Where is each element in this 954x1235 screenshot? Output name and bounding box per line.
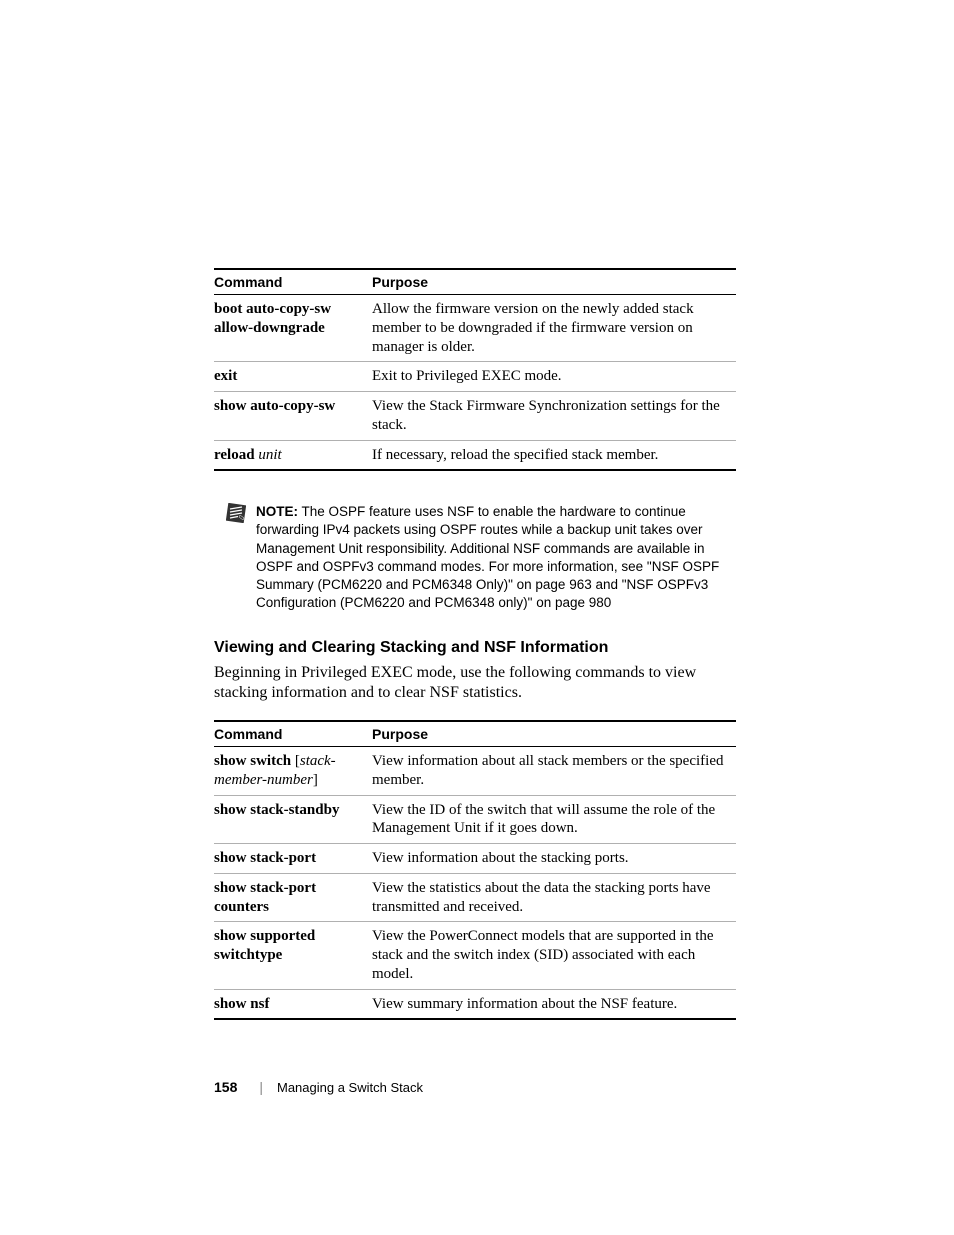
table-row: show nsf View summary information about …	[214, 989, 736, 1019]
table-row: show stack-standby View the ID of the sw…	[214, 795, 736, 844]
note-body: The OSPF feature uses NSF to enable the …	[256, 504, 719, 610]
command-arg: unit	[258, 447, 281, 463]
table1-header-purpose: Purpose	[372, 269, 736, 295]
command-text: show switch	[214, 753, 291, 769]
purpose-text: View information about the stacking port…	[372, 844, 736, 874]
table-row: show switch [stack-member-number] View i…	[214, 747, 736, 796]
commands-table-2: Command Purpose show switch [stack-membe…	[214, 720, 736, 1020]
table-row: show stack-port View information about t…	[214, 844, 736, 874]
purpose-text: If necessary, reload the specified stack…	[372, 440, 736, 470]
command-text: reload	[214, 447, 255, 463]
purpose-text: View the Stack Firmware Synchronization …	[372, 392, 736, 441]
commands-table-1: Command Purpose boot auto-copy-sw allow-…	[214, 268, 736, 471]
purpose-text: View information about all stack members…	[372, 747, 736, 796]
footer-divider: |	[259, 1079, 263, 1095]
table1-header-command: Command	[214, 269, 372, 295]
command-text: boot auto-copy-sw allow-downgrade	[214, 301, 331, 336]
note-block: NOTE: The OSPF feature uses NSF to enabl…	[226, 503, 736, 612]
command-bracket: [	[291, 753, 300, 769]
command-bracket: ]	[313, 772, 318, 788]
table2-header-purpose: Purpose	[372, 721, 736, 747]
table-row: show supported switchtype View the Power…	[214, 922, 736, 989]
chapter-title: Managing a Switch Stack	[277, 1080, 423, 1095]
note-label: NOTE:	[256, 504, 298, 519]
table-row: reload unit If necessary, reload the spe…	[214, 440, 736, 470]
command-text: show supported switchtype	[214, 928, 315, 963]
page-number: 158	[214, 1079, 237, 1095]
purpose-text: View the PowerConnect models that are su…	[372, 922, 736, 989]
note-text: NOTE: The OSPF feature uses NSF to enabl…	[256, 503, 736, 612]
command-text: show stack-standby	[214, 802, 339, 818]
purpose-text: Allow the firmware version on the newly …	[372, 295, 736, 362]
purpose-text: View the statistics about the data the s…	[372, 873, 736, 922]
purpose-text: View the ID of the switch that will assu…	[372, 795, 736, 844]
table2-header-command: Command	[214, 721, 372, 747]
table-row: show auto-copy-sw View the Stack Firmwar…	[214, 392, 736, 441]
purpose-text: Exit to Privileged EXEC mode.	[372, 362, 736, 392]
note-icon	[226, 503, 250, 523]
table-row: show stack-port counters View the statis…	[214, 873, 736, 922]
command-text: show auto-copy-sw	[214, 398, 335, 414]
table-row: boot auto-copy-sw allow-downgrade Allow …	[214, 295, 736, 362]
command-text: show stack-port counters	[214, 880, 316, 915]
command-text: exit	[214, 368, 237, 384]
purpose-text: View summary information about the NSF f…	[372, 989, 736, 1019]
table-row: exit Exit to Privileged EXEC mode.	[214, 362, 736, 392]
command-text: show stack-port	[214, 850, 316, 866]
body-paragraph: Beginning in Privileged EXEC mode, use t…	[214, 663, 736, 705]
command-text: show nsf	[214, 996, 269, 1012]
page-footer: 158 | Managing a Switch Stack	[214, 1079, 423, 1095]
section-heading: Viewing and Clearing Stacking and NSF In…	[214, 639, 740, 657]
